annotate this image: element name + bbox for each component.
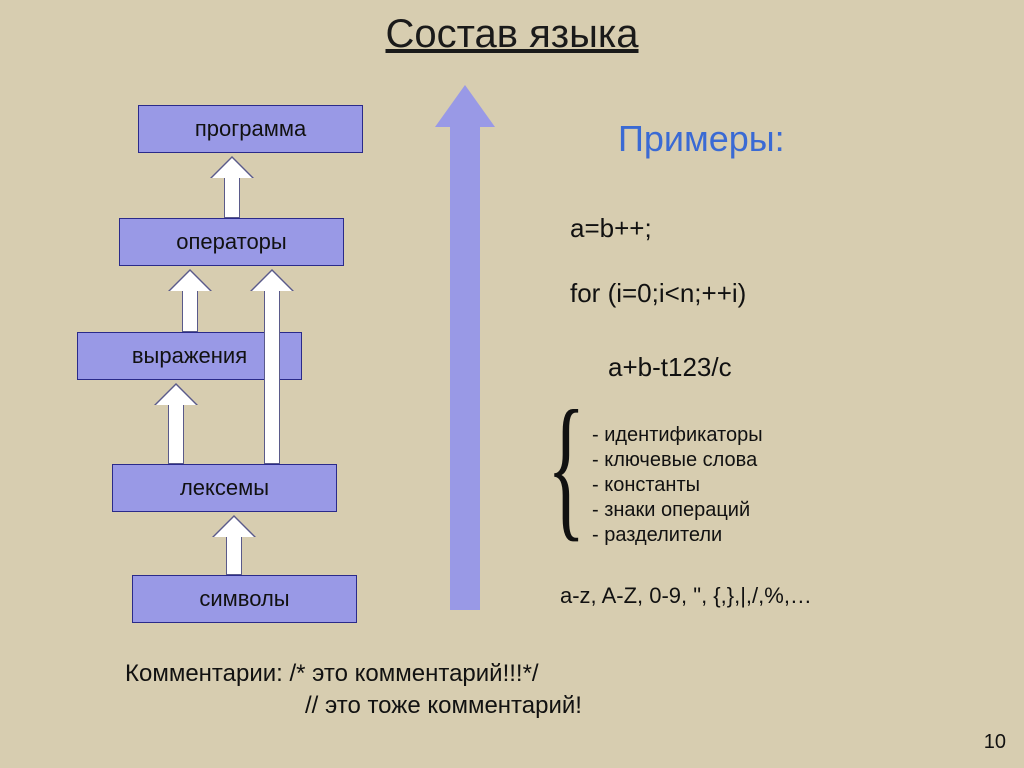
comment-line-1: Комментарии: /* это комментарий!!!*/ — [125, 660, 539, 688]
big-up-arrow — [435, 85, 495, 610]
lexeme-bullet: - разделители — [592, 523, 763, 548]
example-line-0: a=b++; — [570, 213, 652, 244]
symbols-alphabet: a-z, A-Z, 0-9, ", {,},|,/,%,… — [560, 583, 812, 609]
flow-box-symbols: символы — [132, 575, 357, 623]
example-line-1: for (i=0;i<n;++i) — [570, 278, 746, 309]
lexeme-bullet-list: - идентификаторы- ключевые слова- конста… — [592, 423, 763, 548]
lexeme-bullet: - знаки операций — [592, 498, 763, 523]
lexeme-bullet: - ключевые слова — [592, 448, 763, 473]
flow-box-lexemes: лексемы — [112, 464, 337, 512]
flow-box-program: программа — [138, 105, 363, 153]
flow-box-operators: операторы — [119, 218, 344, 266]
comment-line-2: // это тоже комментарий! — [305, 692, 582, 720]
slide-title: Состав языка — [0, 12, 1024, 57]
examples-heading: Примеры: — [618, 118, 785, 160]
lexeme-bullet: - константы — [592, 473, 763, 498]
example-line-2: a+b-t123/c — [608, 352, 732, 383]
page-number: 10 — [984, 731, 1006, 754]
curly-brace-icon: { — [547, 402, 585, 530]
lexeme-bullet: - идентификаторы — [592, 423, 763, 448]
